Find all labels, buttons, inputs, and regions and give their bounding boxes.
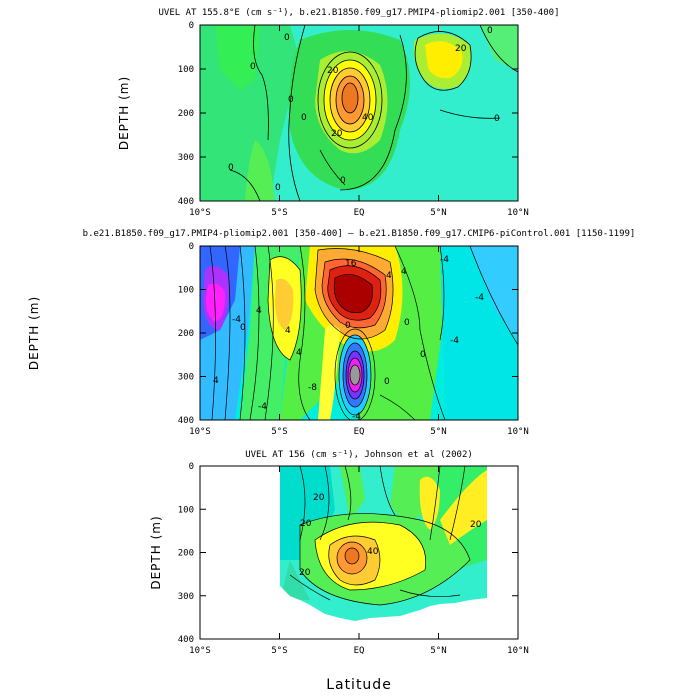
y-tick-label: 100 (178, 65, 194, 75)
y-tick-label: 300 (178, 153, 194, 163)
panel-2-contour-label: -4 (352, 412, 361, 422)
panel-2-contour-label: 0 (404, 318, 410, 328)
y-tick-label: 400 (178, 635, 194, 645)
panel-1-title: UVEL AT 155.8°E (cm s⁻¹), b.e21.B1850.f0… (159, 8, 560, 18)
panel-2: b.e21.B1850.f09_g17.PMIP4-pliomip2.001 [… (27, 229, 635, 437)
panel-3-contour-label: 20 (299, 568, 311, 578)
panel-3-contour-label: 20 (313, 493, 325, 503)
panel-2-contour-label: 16 (345, 259, 357, 269)
panel-2-contour-labels: 16 4 -4 4 0 0 -4 4 4 -4 4 0 -4 -8 4 0 0 … (213, 255, 484, 422)
panel-2-contour-label: -4 (440, 255, 449, 265)
x-tick-label: 10°N (507, 646, 529, 656)
panel-2-contour-label: -4 (450, 336, 459, 346)
panel-1-contour-label: 0 (301, 113, 307, 123)
panel-1-field (200, 25, 518, 201)
y-tick-label: 300 (178, 592, 194, 602)
y-tick-label: 200 (178, 329, 194, 339)
panel-1-contour-label: 0 (340, 176, 346, 186)
panel-3-contours (289, 466, 471, 606)
y-tick-label: 300 (178, 373, 194, 383)
panel-2-contour-label: 0 (240, 323, 246, 333)
panel-2-contour-label: 0 (345, 321, 351, 331)
x-tick-label: 5°S (271, 646, 287, 656)
panel-2-contour-label: -8 (308, 383, 317, 393)
panel-1-contour-label: 40 (362, 113, 374, 123)
panel-2-contour-label: -4 (475, 293, 484, 303)
panel-1-contour-label: 0 (487, 26, 493, 36)
x-tick-label: 10°N (507, 427, 529, 437)
y-axis-label: DEPTH (m) (117, 76, 131, 150)
panel-3-contour-label: 20 (300, 519, 312, 529)
panel-2-contour-label: 4 (401, 267, 407, 277)
panel-2-contour-label: 4 (285, 326, 291, 336)
panel-1-contour-label: 20 (327, 66, 339, 76)
panel-2-field (200, 246, 518, 420)
panel-1-contour-label: 0 (228, 163, 234, 173)
y-tick-label: 400 (178, 197, 194, 207)
panel-3-contour-label: 40 (367, 547, 379, 557)
x-tick-label: 5°N (430, 427, 446, 437)
y-tick-label: 100 (178, 505, 194, 515)
panel-2-contour-label: 0 (420, 350, 426, 360)
panel-1-contours (229, 25, 518, 201)
panel-3-field (280, 466, 487, 621)
panel-2-contour-label: 4 (213, 376, 219, 386)
x-tick-label: 5°N (430, 646, 446, 656)
panel-1-contour-label: 0 (275, 183, 281, 193)
y-axis-label: DEPTH (m) (27, 296, 41, 370)
panel-3-contour-labels: 20 40 20 20 20 (299, 493, 482, 578)
y-tick-label: 0 (189, 462, 194, 472)
x-tick-label: 10°N (507, 208, 529, 218)
panel-1-contour-label: 0 (494, 114, 500, 124)
panel-2-contours (209, 246, 518, 420)
panel-3-contour-label: 20 (470, 520, 482, 530)
y-tick-label: 200 (178, 109, 194, 119)
panel-3: UVEL AT 156 (cm s⁻¹), Johnson et al (200… (149, 450, 529, 656)
panel-2-contour-label: -4 (258, 402, 267, 412)
panel-3-axes: 10°S 5°S EQ 5°N 10°N 0 100 200 300 400 DEPTH (m) (149, 462, 529, 656)
panel-2-contour-label: -4 (232, 315, 241, 325)
panel-1-contour-label: 20 (455, 44, 467, 54)
y-tick-label: 200 (178, 549, 194, 559)
panel-1: UVEL AT 155.8°E (cm s⁻¹), b.e21.B1850.f0… (117, 8, 559, 218)
x-tick-label: 10°S (189, 427, 211, 437)
panel-2-title: b.e21.B1850.f09_g17.PMIP4-pliomip2.001 [… (83, 229, 636, 239)
x-tick-label: 5°S (271, 427, 287, 437)
x-axis-label: Latitude (326, 677, 392, 693)
panel-2-contour-label: 0 (384, 377, 390, 387)
panel-2-contour-label: 4 (296, 348, 302, 358)
x-tick-label: 5°N (430, 208, 446, 218)
x-tick-label: 10°S (189, 646, 211, 656)
y-axis-label: DEPTH (m) (149, 515, 163, 589)
x-tick-label: EQ (354, 208, 365, 218)
y-tick-label: 400 (178, 416, 194, 426)
x-tick-label: 5°S (271, 208, 287, 218)
panel-2-contour-label: 4 (386, 271, 392, 281)
panel-1-contour-label: 20 (331, 129, 343, 139)
panel-1-contour-label: 0 (250, 62, 256, 72)
y-tick-label: 0 (189, 242, 194, 252)
y-tick-label: 0 (189, 21, 194, 31)
x-tick-label: EQ (354, 427, 365, 437)
panel-1-contour-labels: 0 0 0 0 0 0 0 20 20 40 20 0 0 (228, 26, 500, 193)
x-tick-label: EQ (354, 646, 365, 656)
x-tick-label: 10°S (189, 208, 211, 218)
panel-2-contour-label: 4 (256, 306, 262, 316)
panel-3-title: UVEL AT 156 (cm s⁻¹), Johnson et al (200… (245, 450, 473, 460)
y-tick-label: 100 (178, 286, 194, 296)
panel-1-contour-label: 0 (284, 33, 290, 43)
panel-1-contour-label: 0 (288, 95, 294, 105)
